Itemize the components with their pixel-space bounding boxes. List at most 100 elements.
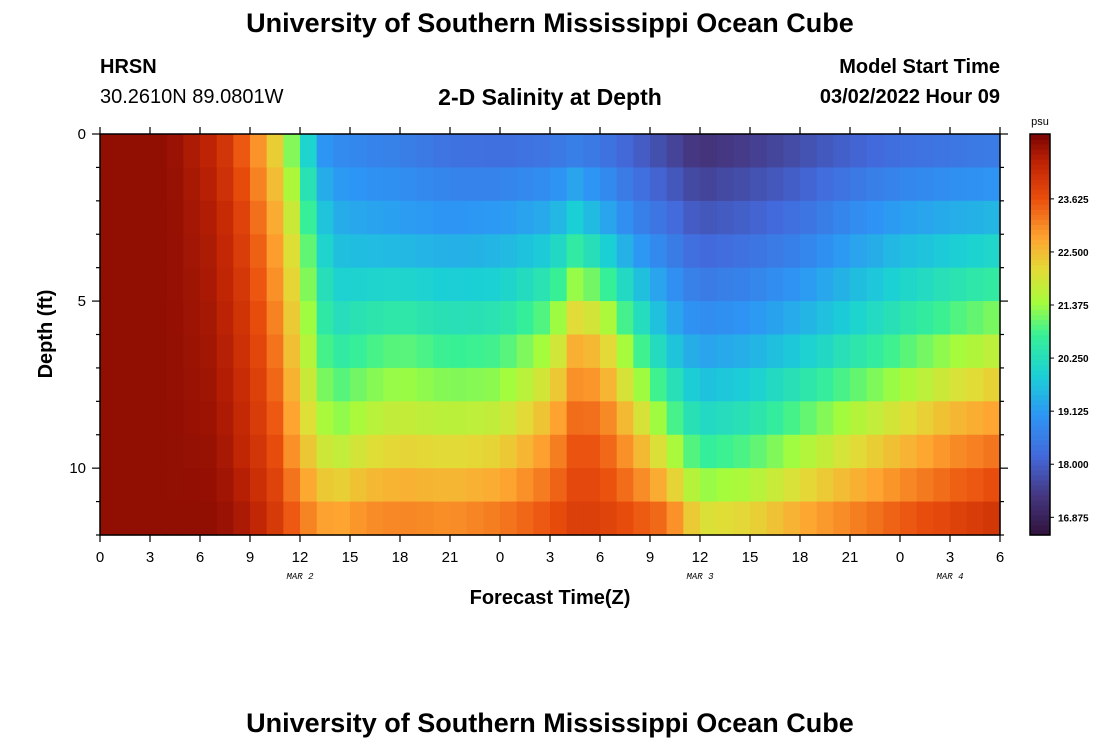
heatmap-cell: [550, 334, 568, 369]
heatmap-cell: [250, 401, 268, 436]
heatmap-cell: [533, 367, 551, 402]
heatmap-cell: [916, 134, 934, 169]
heatmap-cell: [133, 200, 151, 235]
heatmap-cell: [400, 434, 418, 469]
heatmap-cell: [266, 167, 284, 202]
heatmap-cell: [866, 434, 884, 469]
heatmap-cell: [700, 134, 718, 169]
heatmap-cell: [583, 301, 601, 336]
heatmap-cell: [783, 334, 801, 369]
heatmap-cell: [383, 434, 401, 469]
heatmap-cell: [883, 434, 901, 469]
heatmap-cell: [333, 434, 351, 469]
heatmap-cell: [350, 334, 368, 369]
model-start-label: Model Start Time: [839, 56, 1000, 78]
heatmap-cell: [550, 200, 568, 235]
heatmap-cell: [316, 501, 334, 536]
heatmap-cell: [533, 200, 551, 235]
heatmap-cell: [983, 367, 1001, 402]
heatmap-cell: [883, 200, 901, 235]
heatmap-cell: [316, 334, 334, 369]
heatmap-cell: [366, 401, 384, 436]
heatmap-cell: [483, 501, 501, 536]
colorbar-segment: [1030, 274, 1050, 280]
heatmap-cell: [533, 167, 551, 202]
heatmap-cell: [883, 334, 901, 369]
heatmap-cell: [816, 468, 834, 503]
heatmap-cell: [100, 367, 118, 402]
colorbar-segment: [1030, 449, 1050, 456]
heatmap-cell: [233, 501, 251, 536]
heatmap-cell: [550, 468, 568, 503]
heatmap-cell: [416, 200, 434, 235]
heatmap-cell: [316, 434, 334, 469]
heatmap-cell: [633, 167, 651, 202]
heatmap-cell: [666, 501, 684, 536]
colorbar-segment: [1030, 284, 1050, 290]
station-coordinates: 30.2610N 89.0801W: [100, 86, 284, 108]
heatmap-cell: [333, 267, 351, 302]
heatmap-cell: [466, 301, 484, 336]
heatmap-cell: [400, 134, 418, 169]
heatmap-cell: [483, 200, 501, 235]
heatmap-cell: [283, 401, 301, 436]
heatmap-cell: [616, 267, 634, 302]
x-tick-label: 6: [596, 549, 604, 566]
heatmap-cell: [766, 334, 784, 369]
heatmap-cell: [300, 367, 318, 402]
heatmap-cell: [350, 501, 368, 536]
heatmap-cell: [800, 267, 818, 302]
y-tick-label: 0: [78, 126, 86, 143]
heatmap-cell: [150, 468, 168, 503]
heatmap-cell: [733, 167, 751, 202]
heatmap-cell: [783, 367, 801, 402]
heatmap-cell: [650, 401, 668, 436]
heatmap-cell: [883, 367, 901, 402]
colorbar-segment: [1030, 324, 1050, 331]
heatmap-cell: [166, 234, 184, 269]
heatmap-cell: [900, 367, 918, 402]
heatmap-cell: [683, 234, 701, 269]
colorbar-segment: [1030, 309, 1050, 316]
heatmap-cell: [516, 134, 534, 169]
heatmap-cell: [983, 334, 1001, 369]
colorbar-segment: [1030, 259, 1050, 265]
heatmap-cell: [350, 134, 368, 169]
colorbar-label: 20.250: [1058, 354, 1089, 365]
heatmap-cell: [983, 134, 1001, 169]
heatmap-cell: [550, 267, 568, 302]
colorbar-segment: [1030, 519, 1050, 526]
heatmap-cell: [650, 167, 668, 202]
heatmap-cell: [233, 401, 251, 436]
heatmap-cell: [216, 301, 234, 336]
heatmap-cell: [116, 167, 134, 202]
heatmap-cell: [600, 167, 618, 202]
heatmap-cell: [233, 468, 251, 503]
heatmap-cell: [400, 301, 418, 336]
heatmap-cell: [700, 367, 718, 402]
heatmap-cell: [500, 334, 518, 369]
x-tick-label: 21: [842, 549, 859, 566]
heatmap-cell: [116, 434, 134, 469]
heatmap-cell: [750, 200, 768, 235]
heatmap-cell: [233, 267, 251, 302]
x-axis-title: Forecast Time(Z): [470, 587, 631, 609]
date-label: MAR 4: [936, 572, 963, 582]
heatmap-cell: [550, 301, 568, 336]
heatmap-cell: [450, 501, 468, 536]
heatmap-cell: [266, 468, 284, 503]
heatmap-cell: [100, 167, 118, 202]
heatmap-cell: [616, 301, 634, 336]
heatmap-cell: [883, 234, 901, 269]
heatmap-cell: [283, 367, 301, 402]
heatmap-cell: [866, 401, 884, 436]
heatmap-cell: [666, 468, 684, 503]
heatmap-cell: [783, 267, 801, 302]
heatmap-cell: [416, 434, 434, 469]
heatmap-cell: [916, 301, 934, 336]
heatmap-cell: [683, 301, 701, 336]
heatmap-cell: [733, 301, 751, 336]
heatmap-cell: [366, 367, 384, 402]
heatmap-cell: [333, 401, 351, 436]
heatmap-cell: [250, 301, 268, 336]
